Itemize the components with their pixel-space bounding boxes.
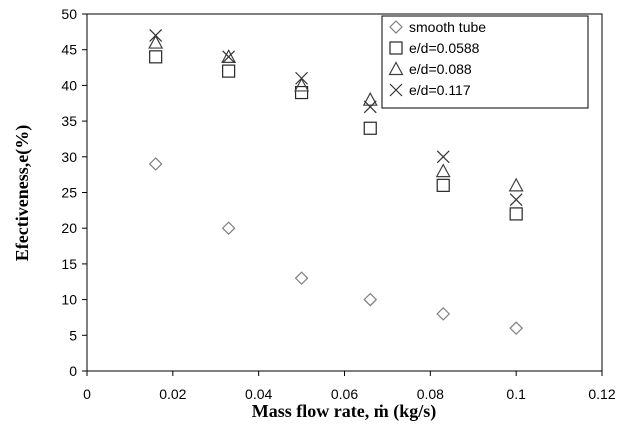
data-point-triangle xyxy=(435,163,451,178)
data-point-diamond xyxy=(509,321,524,336)
series-triangle xyxy=(148,34,524,192)
data-point-diamond xyxy=(221,221,236,236)
legend-label: e/d=0.0588 xyxy=(409,40,480,56)
data-point-square xyxy=(363,121,377,135)
data-point-square xyxy=(222,64,236,78)
y-tick-label: 45 xyxy=(61,42,77,58)
data-point-x xyxy=(222,50,236,64)
y-axis-title: Efectiveness,e(%) xyxy=(12,125,33,261)
series-x xyxy=(149,28,523,207)
x-tick-label: 0.06 xyxy=(331,386,358,402)
legend-box xyxy=(381,15,589,109)
data-point-x xyxy=(295,71,309,85)
y-tick-label: 40 xyxy=(61,77,77,93)
data-point-square xyxy=(436,178,450,192)
y-tick-label: 30 xyxy=(61,149,77,165)
data-point-x xyxy=(363,100,377,114)
legend-marker-x xyxy=(389,83,403,97)
legend-marker-diamond xyxy=(389,20,403,34)
data-point-triangle xyxy=(508,177,524,192)
y-tick-label: 15 xyxy=(61,256,77,272)
data-point-triangle xyxy=(362,91,378,106)
data-point-diamond xyxy=(148,157,163,171)
data-point-triangle xyxy=(294,77,310,92)
x-tick-label: 0.02 xyxy=(159,386,186,402)
data-point-x xyxy=(509,193,523,207)
x-tick-label: 0.04 xyxy=(245,386,272,402)
data-point-diamond xyxy=(363,292,378,307)
data-point-diamond xyxy=(436,307,451,321)
y-tick-label: 20 xyxy=(61,220,77,236)
x-tick-label: 0.12 xyxy=(588,386,615,402)
x-tick-label: 0.1 xyxy=(506,386,526,402)
data-point-x xyxy=(436,150,450,164)
legend: smooth tube e/d=0.0588 e/d=0.088 e/d=0.117 xyxy=(381,15,589,109)
series-diamond xyxy=(148,157,524,336)
legend-marker-triangle xyxy=(388,61,404,76)
y-tick-label: 5 xyxy=(69,327,77,343)
data-point-square xyxy=(149,50,163,64)
y-tick-label: 35 xyxy=(61,113,77,129)
legend-label: smooth tube xyxy=(409,19,486,35)
x-tick-label: 0.08 xyxy=(417,386,444,402)
data-markers xyxy=(148,28,524,336)
data-point-diamond xyxy=(294,271,309,286)
series-square xyxy=(149,50,523,221)
y-tick-label: 10 xyxy=(61,292,77,308)
y-tick-label: 50 xyxy=(61,6,77,22)
axis-ticks: 0 5 10 15 20 25 30 35 40 45 50 0 0.02 0.04 0.06 0.08 0.1… xyxy=(61,6,615,402)
data-point-x xyxy=(149,28,163,42)
x-axis-title: Mass flow rate, ṁ (kg/s) xyxy=(252,401,436,422)
legend-label: e/d=0.088 xyxy=(409,61,472,77)
data-point-square xyxy=(294,85,309,100)
data-point-triangle xyxy=(221,49,237,63)
legend-label: e/d=0.117 xyxy=(409,82,471,98)
y-tick-label: 0 xyxy=(69,363,77,379)
legend-items: smooth tube e/d=0.0588 e/d=0.088 e/d=0.117 xyxy=(388,19,486,98)
x-tick-label: 0 xyxy=(83,386,91,402)
data-point-triangle xyxy=(148,34,164,49)
y-tick-label: 25 xyxy=(61,185,77,201)
data-point-square xyxy=(509,207,523,221)
legend-marker-square xyxy=(389,41,403,55)
